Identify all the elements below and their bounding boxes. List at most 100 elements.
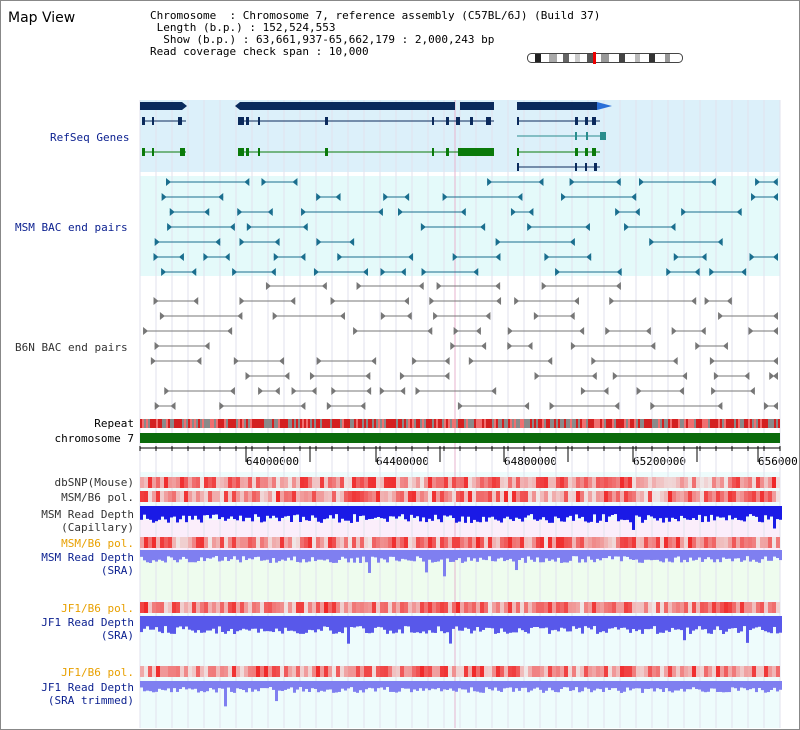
repeat-bar [482,419,484,428]
repeat-bar [578,419,580,428]
heatmap-cell [432,477,436,488]
bac-end-marker [507,327,513,335]
depth-bar [371,550,374,557]
track-label-dbsnp[interactable]: dbSNP(Mouse) [54,476,134,489]
depth-bar [431,681,434,689]
bac-end-marker [366,387,372,395]
track-label-msm-depth-capillary[interactable]: MSM Read Depth [41,508,134,521]
repeat-bar [690,419,692,428]
depth-bar [716,681,719,692]
track-label-b6n-bac[interactable]: B6N BAC end pairs [15,341,128,354]
heatmap-cell [552,477,556,488]
bac-end-marker [609,297,615,305]
track-label-msm-bac[interactable]: MSM BAC end pairs [15,221,128,234]
track-label-jf1-depth-sra[interactable]: JF1 Read Depth [41,616,134,629]
depth-bar [557,616,560,632]
gene-exon [152,117,154,125]
track-label-chromosome[interactable]: chromosome 7 [54,432,134,445]
depth-bar [482,550,485,560]
heatmap-cell [748,537,752,548]
position-axis [139,446,781,462]
depth-bar [230,506,233,517]
heatmap-cell [284,666,288,677]
depth-bar [203,506,206,516]
heatmap-cell [580,477,584,488]
heatmap-cell [456,602,460,613]
heatmap-cell [436,537,440,548]
repeat-bar [294,419,296,428]
bac-end-marker [678,387,684,395]
repeat-bar [386,419,388,428]
depth-bar [746,616,749,643]
bac-end-marker [406,312,412,320]
track-label-msm-b6-pol-2[interactable]: MSM/B6 pol. [61,537,134,550]
heatmap-cell [300,602,304,613]
depth-bar [539,506,542,520]
repeat-bar [750,419,752,428]
heatmap-cell [340,491,344,502]
depth-bar [512,506,515,521]
heatmap-cell [180,477,184,488]
heatmap-cell [276,537,280,548]
track-label-jf1-b6-pol-2[interactable]: JF1/B6 pol. [61,666,134,679]
bac-end-marker [773,402,778,410]
heatmap-cell [388,666,392,677]
heatmap-cell [420,491,424,502]
depth-bar [350,616,353,628]
depth-bar [158,681,161,689]
track-label-refseq[interactable]: RefSeq Genes [50,131,130,144]
heatmap-cell [656,537,660,548]
track-label-repeat[interactable]: Repeat [94,417,134,430]
depth-bar [164,506,167,520]
heatmap-cell [316,477,320,488]
bac-end-marker [274,387,280,395]
track-label-jf1-b6-pol-1[interactable]: JF1/B6 pol. [61,602,134,615]
depth-bar [350,550,353,559]
repeat-bar [594,419,596,428]
heatmap-cell [448,602,452,613]
repeat-bar [326,419,328,428]
depth-bar [692,681,695,688]
repeat-bar [298,419,300,428]
repeat-bar [754,419,756,428]
depth-bar [617,616,620,630]
repeat-bar [300,419,302,428]
heatmap-cell [148,477,152,488]
depth-bar [587,616,590,628]
heatmap-cell [736,537,740,548]
depth-bar [173,681,176,689]
bac-end-marker [450,342,456,350]
track-label-msm-b6-pol-1[interactable]: MSM/B6 pol. [61,491,134,504]
heatmap-cell [408,491,412,502]
heatmap-cell [508,477,512,488]
heatmap-cell [304,666,308,677]
depth-bar [194,616,197,633]
depth-bar [470,550,473,561]
depth-bar [503,550,506,562]
depth-bar [260,550,263,561]
heatmap-cell [272,537,276,548]
repeat-bar [708,419,710,428]
repeat-bar [490,419,492,428]
heatmap-cell [248,602,252,613]
track-label-jf1-depth-trimmed[interactable]: JF1 Read Depth [41,681,134,694]
heatmap-cell [456,537,460,548]
depth-bar [392,681,395,692]
repeat-bar [154,419,156,428]
chromosome-ideogram[interactable] [527,52,683,64]
repeat-bar [548,419,550,428]
depth-bar [200,550,203,558]
depth-bar [338,616,341,632]
heatmap-cell [140,477,144,488]
heatmap-cell [220,537,224,548]
depth-bar [305,616,308,633]
track-label-msm-depth-sra[interactable]: MSM Read Depth [41,551,134,564]
heatmap-cell [444,537,448,548]
heatmap-cell [356,666,360,677]
bac-end-marker [773,312,778,320]
depth-bar [491,616,494,629]
heatmap-cell [376,491,380,502]
heatmap-cell [604,666,608,677]
heatmap-cell [212,602,216,613]
